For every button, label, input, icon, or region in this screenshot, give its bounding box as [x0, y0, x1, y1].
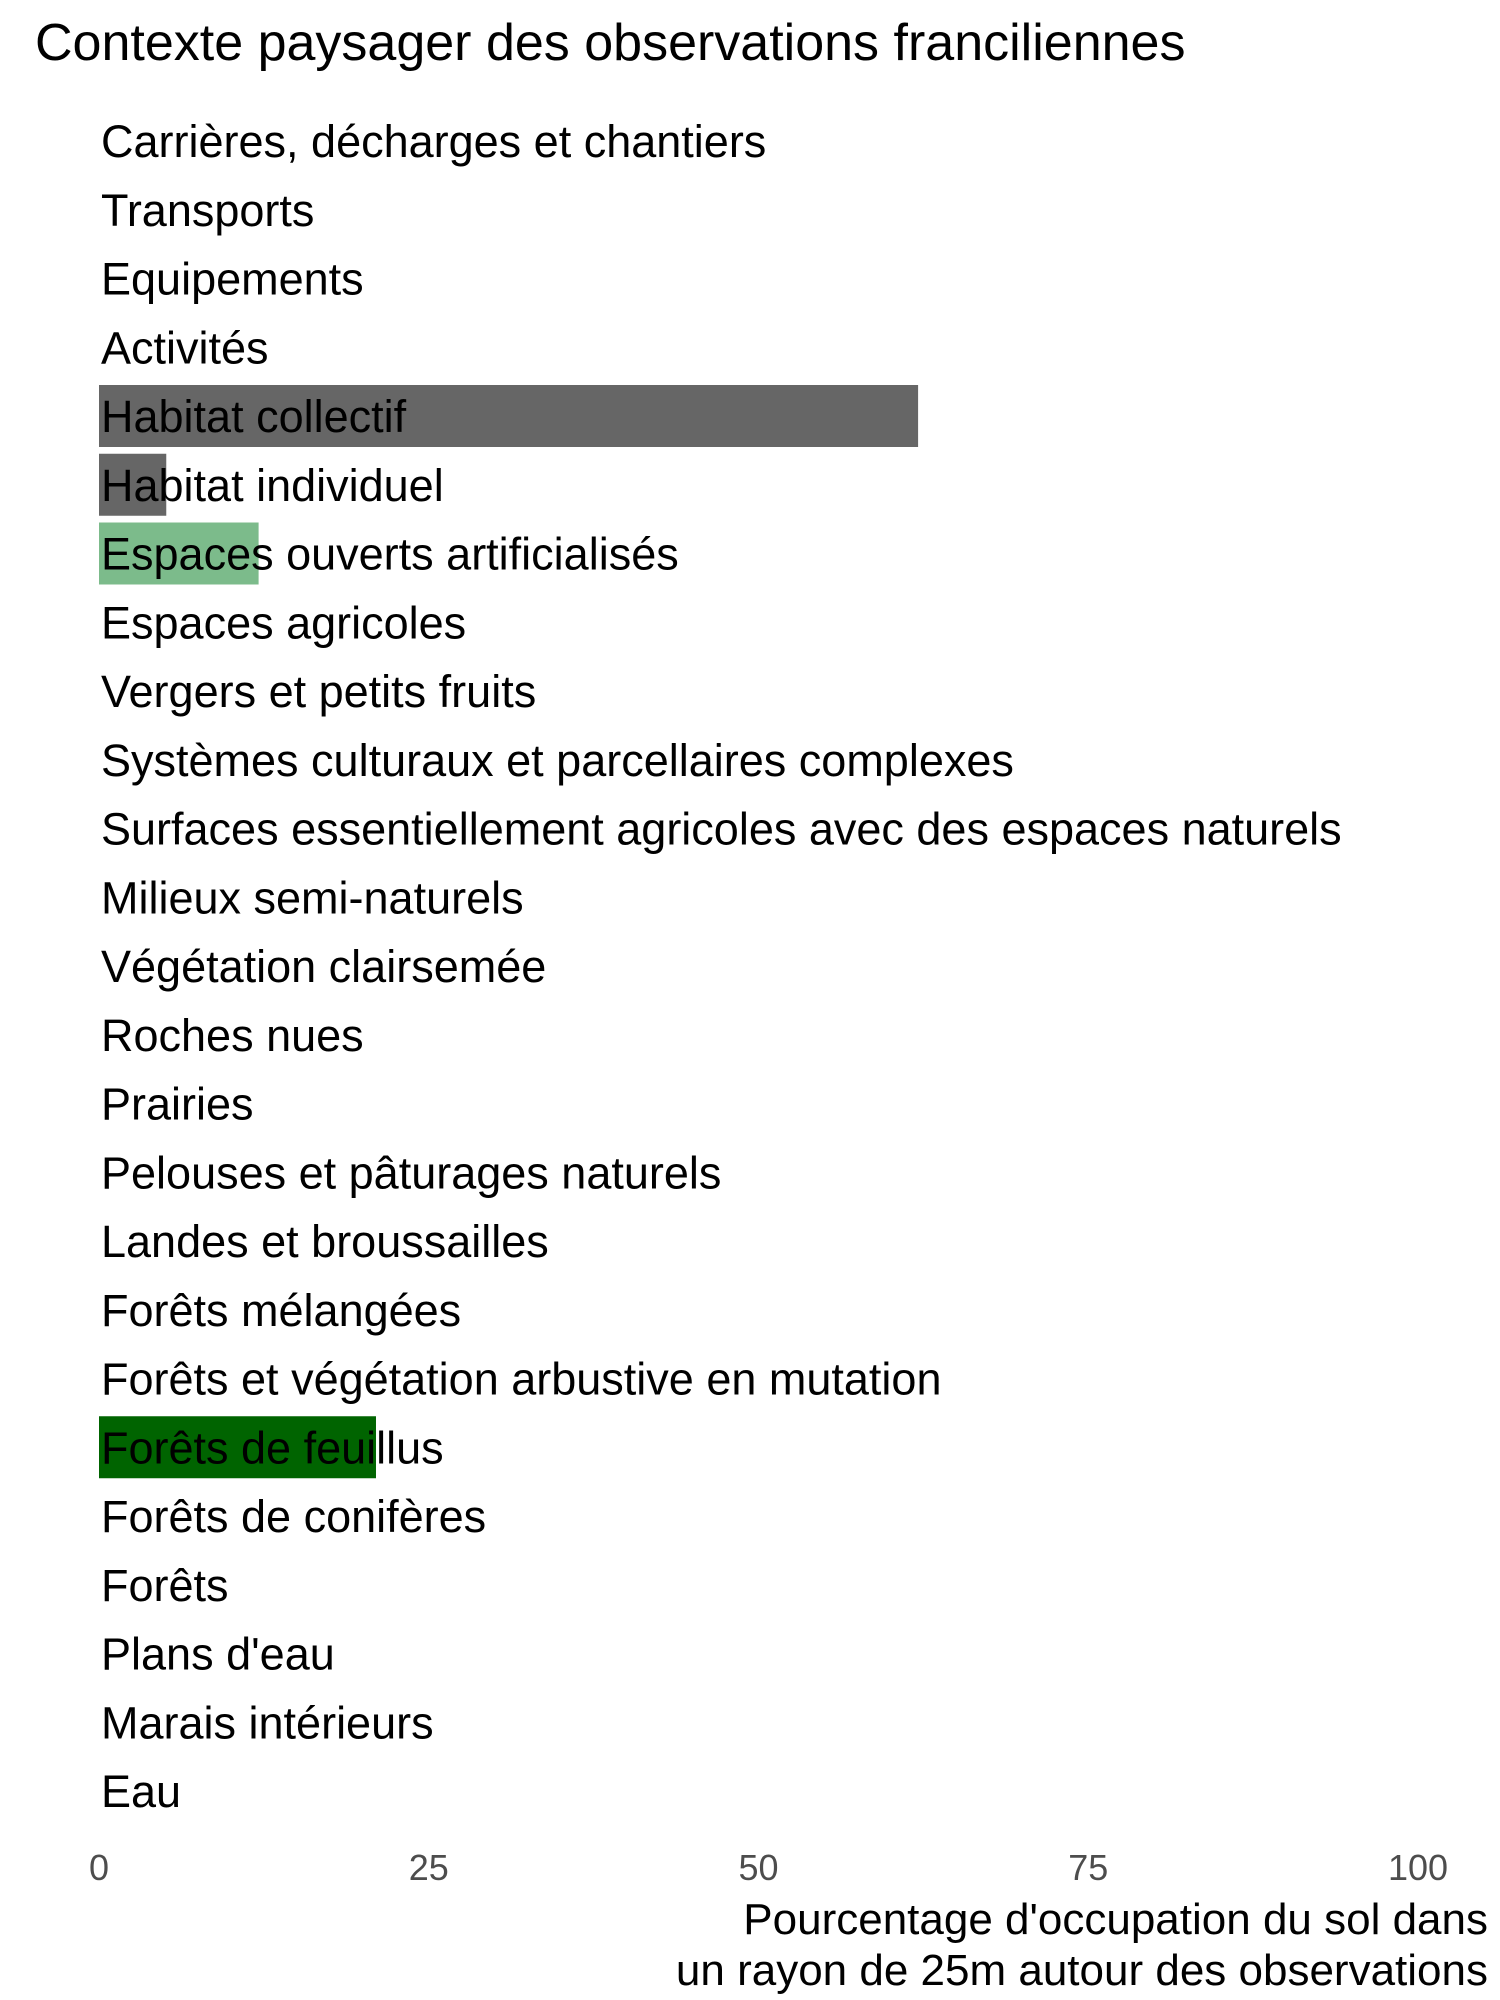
x-tick-label: 25: [409, 1847, 449, 1888]
x-axis-title-line-1: Pourcentage d'occupation du sol dans: [743, 1895, 1488, 1944]
bars: [99, 385, 919, 1479]
category-label: Roches nues: [101, 1010, 364, 1061]
category-label: Transports: [101, 185, 314, 236]
x-tick-label: 0: [89, 1847, 109, 1888]
category-label: Carrières, décharges et chantiers: [101, 116, 766, 167]
category-label: Pelouses et pâturages naturels: [101, 1147, 721, 1198]
chart-title: Contexte paysager des observations franc…: [35, 14, 1185, 72]
category-label: Forêts et végétation arbustive en mutati…: [101, 1354, 941, 1405]
category-label: Landes et broussailles: [101, 1216, 549, 1267]
category-label: Forêts mélangées: [101, 1285, 461, 1336]
category-label: Espaces ouverts artificialisés: [101, 529, 679, 580]
x-axis-title-line-2: un rayon de 25m autour des observations: [676, 1946, 1488, 1995]
category-label: Systèmes culturaux et parcellaires compl…: [101, 735, 1014, 786]
category-label: Surfaces essentiellement agricoles avec …: [101, 804, 1342, 855]
category-label: Activités: [101, 322, 269, 373]
category-label: Plans d'eau: [101, 1629, 335, 1680]
category-label: Espaces agricoles: [101, 597, 466, 648]
category-label: Vergers et petits fruits: [101, 666, 536, 717]
bar: [99, 453, 167, 516]
category-label: Forêts de conifères: [101, 1491, 486, 1542]
category-label: Végétation clairsemée: [101, 941, 546, 992]
category-label: Eau: [101, 1766, 181, 1817]
x-tick-label: 100: [1388, 1847, 1448, 1888]
category-label: Forêts de feuillus: [101, 1422, 444, 1473]
category-label: Marais intérieurs: [101, 1697, 434, 1748]
x-tick-labels: 0 25 50 75 100: [89, 1847, 1448, 1888]
category-labels: Carrières, décharges et chantiers Transpo…: [101, 116, 1342, 1817]
bar: [99, 385, 919, 447]
x-tick-label: 75: [1068, 1847, 1108, 1888]
category-label: Habitat individuel: [101, 460, 444, 511]
category-label: Milieux semi-naturels: [101, 872, 524, 923]
x-tick-label: 50: [738, 1847, 778, 1888]
category-label: Forêts: [101, 1560, 229, 1611]
bar: [99, 522, 259, 585]
category-label: Prairies: [101, 1079, 254, 1130]
category-label: Equipements: [101, 254, 364, 305]
category-label: Habitat collectif: [101, 391, 407, 442]
bar: [99, 1416, 376, 1479]
